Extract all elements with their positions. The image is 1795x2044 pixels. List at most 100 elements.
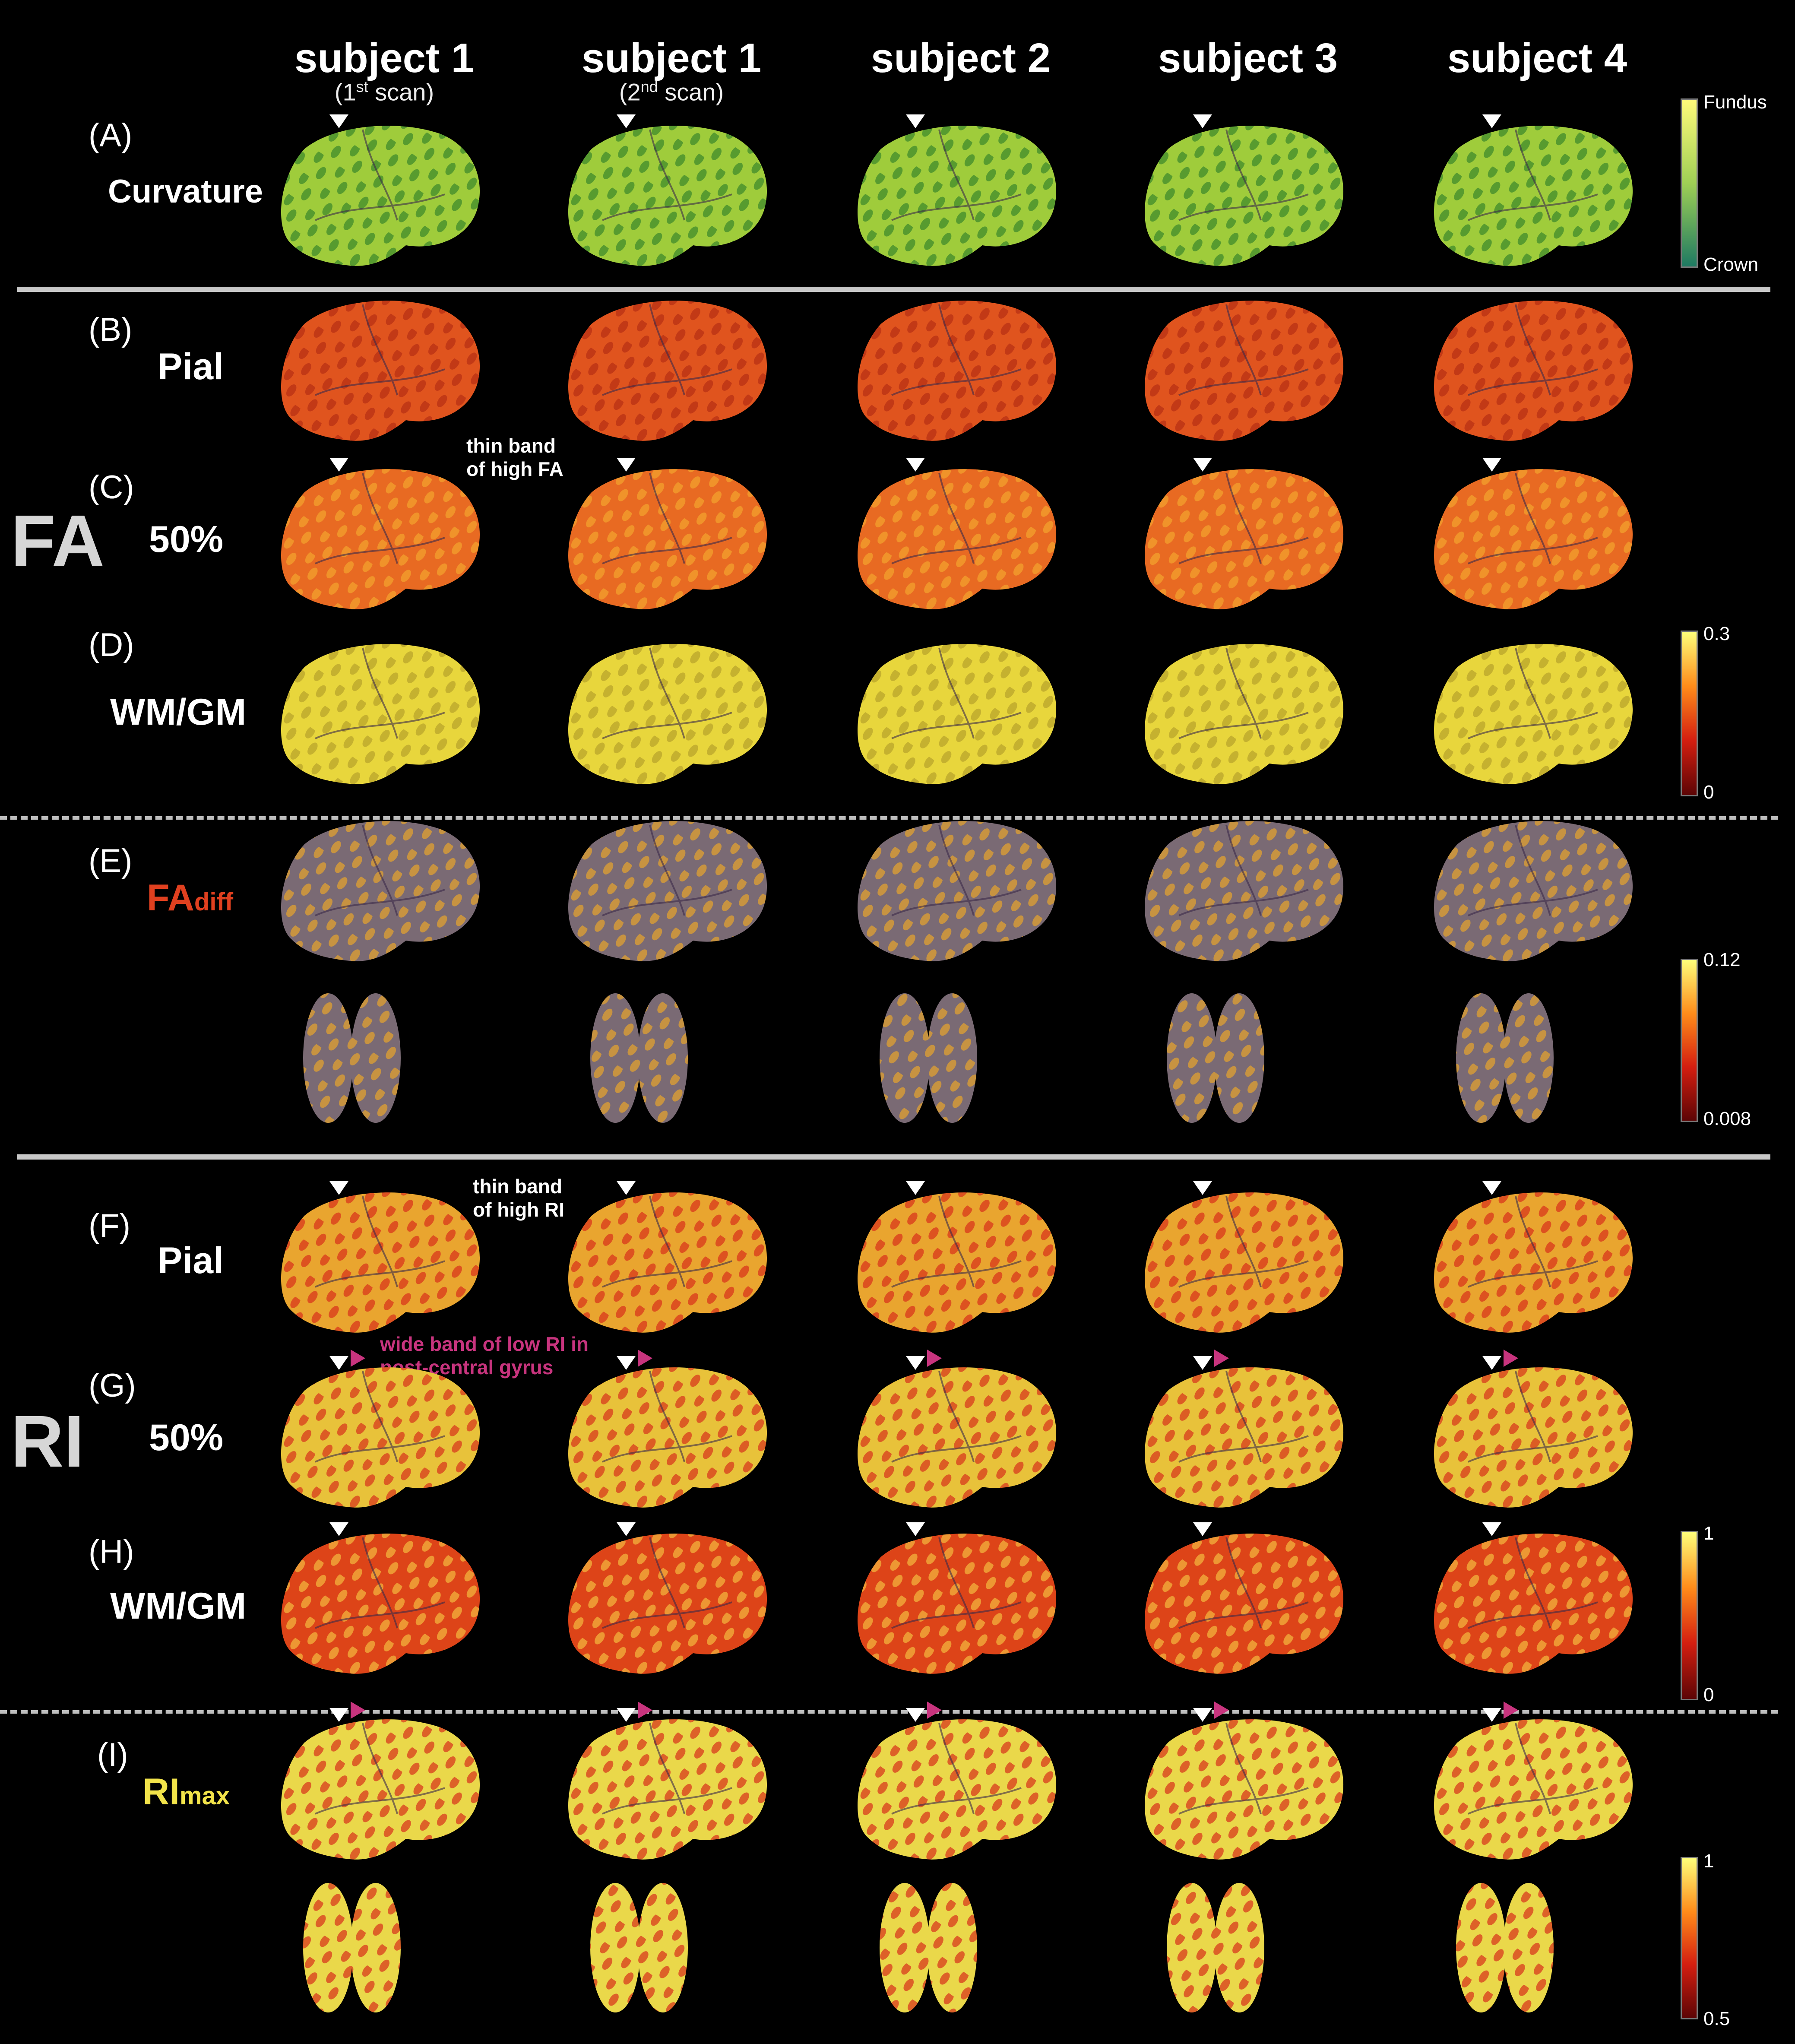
brain-lateral-wm_ri-3 [858, 1534, 1057, 1674]
brain-lateral-pial_fa-1 [281, 301, 480, 441]
arrowhead-white-mid_ri-3 [906, 1356, 925, 1370]
brain-lateral-wm_fa-4 [1145, 644, 1344, 784]
brain-lateral-curvature-3 [858, 126, 1057, 266]
row-label-pial-ri: Pial [158, 1240, 224, 1281]
brain-lateral-rimax-4 [1145, 1719, 1344, 1860]
brain-lateral-mid_fa-2 [568, 469, 767, 609]
brain-superior-fadiff-5-right [1504, 993, 1554, 1123]
brain-lateral-pial_fa-4 [1145, 301, 1344, 441]
colorbar-ri-top: 1 [1703, 1523, 1714, 1544]
arrowhead-white-mid_fa-3 [906, 458, 925, 472]
annotation-low-ri: wide band of low RI in post-central gyrus [380, 1333, 589, 1379]
arrowhead-white-rimax-1 [329, 1708, 348, 1722]
arrowhead-white-mid_ri-2 [617, 1356, 636, 1370]
brain-superior-rimax-2-left [590, 1883, 640, 2012]
panel-tag-a: (A) [89, 117, 133, 154]
row-label-wmgm-fa: WM/GM [110, 691, 247, 733]
colorbar-ri-bottom: 0 [1703, 1684, 1714, 1705]
brain-lateral-fadiff-4 [1145, 821, 1344, 961]
scan-note-1: (1st scan) [334, 78, 434, 106]
arrowhead-white-pial_ri-2 [617, 1181, 636, 1195]
brain-lateral-fadiff-5 [1434, 821, 1633, 961]
arrowhead-white-mid_ri-1 [329, 1356, 348, 1370]
brain-superior-fadiff-1-left [303, 993, 353, 1123]
arrowhead-white-curvature-3 [906, 114, 925, 128]
brain-lateral-rimax-2 [568, 1719, 767, 1860]
column-header-1: subject 1 [294, 35, 475, 81]
brain-superior-rimax-2-right [638, 1883, 688, 2012]
brain-lateral-mid_ri-4 [1145, 1367, 1344, 1508]
arrowhead-white-mid_fa-4 [1193, 458, 1212, 472]
separator-solid-2 [17, 1154, 1770, 1160]
arrowhead-pink-mid_ri-1 [351, 1350, 365, 1367]
brain-lateral-mid_fa-5 [1434, 469, 1633, 609]
brain-superior-fadiff-5-left [1456, 993, 1506, 1123]
colorbar-fa-top: 0.3 [1703, 623, 1730, 644]
brain-lateral-rimax-1 [281, 1719, 480, 1860]
brain-lateral-mid_fa-3 [858, 469, 1057, 609]
row-label-fadiff: FAdiff [147, 877, 234, 919]
arrowhead-white-rimax-5 [1482, 1708, 1501, 1722]
panel-tag-b: (B) [89, 311, 133, 348]
arrowhead-white-wm_ri-1 [329, 1522, 348, 1536]
colorbar-fadiff-top: 0.12 [1703, 949, 1741, 970]
arrowhead-white-pial_ri-5 [1482, 1181, 1501, 1195]
arrowhead-white-wm_ri-2 [617, 1522, 636, 1536]
brain-superior-rimax-3-right [927, 1883, 977, 2012]
column-header-3: subject 2 [871, 35, 1051, 81]
row-label-mid-fa: 50% [149, 519, 224, 560]
brain-lateral-fadiff-2 [568, 821, 767, 961]
panel-tag-e: (E) [89, 843, 133, 879]
row-label-curvature: Curvature [108, 173, 263, 210]
colorbar-fa [1681, 631, 1698, 796]
brain-lateral-fadiff-1 [281, 821, 480, 961]
brain-lateral-mid_ri-3 [858, 1367, 1057, 1508]
arrowhead-white-rimax-2 [617, 1708, 636, 1722]
colorbar-ri [1681, 1531, 1698, 1700]
brain-lateral-curvature-4 [1145, 126, 1344, 266]
brain-lateral-pial_fa-5 [1434, 301, 1633, 441]
brain-lateral-mid_fa-1 [281, 469, 480, 609]
arrowhead-white-rimax-3 [906, 1708, 925, 1722]
brain-superior-rimax-4-left [1167, 1883, 1217, 2012]
brain-lateral-curvature-5 [1434, 126, 1633, 266]
colorbar-fa-bottom: 0 [1703, 782, 1714, 803]
column-header-2: subject 1 [581, 35, 762, 81]
brain-superior-fadiff-1-right [351, 993, 401, 1123]
arrowhead-pink-rimax-3 [927, 1702, 942, 1719]
arrowhead-pink-rimax-4 [1214, 1702, 1229, 1719]
panel-tag-g: (G) [89, 1367, 136, 1404]
row-label-rimax: RImax [142, 1771, 230, 1813]
arrowhead-pink-rimax-2 [638, 1702, 652, 1719]
brain-lateral-fadiff-3 [858, 821, 1057, 961]
arrowhead-white-mid_fa-2 [617, 458, 636, 472]
colorbar-curvature-top: Fundus [1703, 92, 1767, 113]
arrowhead-pink-mid_ri-3 [927, 1350, 942, 1367]
colorbar-fadiff-bottom: 0.008 [1703, 1108, 1751, 1129]
arrowhead-white-curvature-4 [1193, 114, 1212, 128]
annotation-fa-band: thin band of high FA [466, 434, 564, 480]
arrowhead-white-mid_ri-4 [1193, 1356, 1212, 1370]
arrowhead-white-mid_fa-5 [1482, 458, 1501, 472]
brain-lateral-pial_ri-3 [858, 1192, 1057, 1333]
brain-lateral-pial_ri-5 [1434, 1192, 1633, 1333]
brain-superior-fadiff-3-left [880, 993, 930, 1123]
brain-lateral-rimax-3 [858, 1719, 1057, 1860]
arrowhead-pink-mid_ri-5 [1504, 1350, 1518, 1367]
brain-lateral-wm_ri-1 [281, 1534, 480, 1674]
panel-tag-d: (D) [89, 627, 134, 663]
column-header-4: subject 3 [1158, 35, 1338, 81]
separator-dashed-1 [0, 816, 1778, 820]
brain-lateral-pial_fa-2 [568, 301, 767, 441]
arrowhead-white-wm_ri-4 [1193, 1522, 1212, 1536]
colorbar-rimax-top: 1 [1703, 1851, 1714, 1872]
separator-solid-1 [17, 287, 1770, 292]
brain-lateral-curvature-1 [281, 126, 480, 266]
arrowhead-white-pial_ri-3 [906, 1181, 925, 1195]
colorbar-curvature-bottom: Crown [1703, 254, 1759, 275]
arrowhead-white-mid_fa-1 [329, 458, 348, 472]
brain-lateral-wm_fa-3 [858, 644, 1057, 784]
arrowhead-white-pial_ri-1 [329, 1181, 348, 1195]
